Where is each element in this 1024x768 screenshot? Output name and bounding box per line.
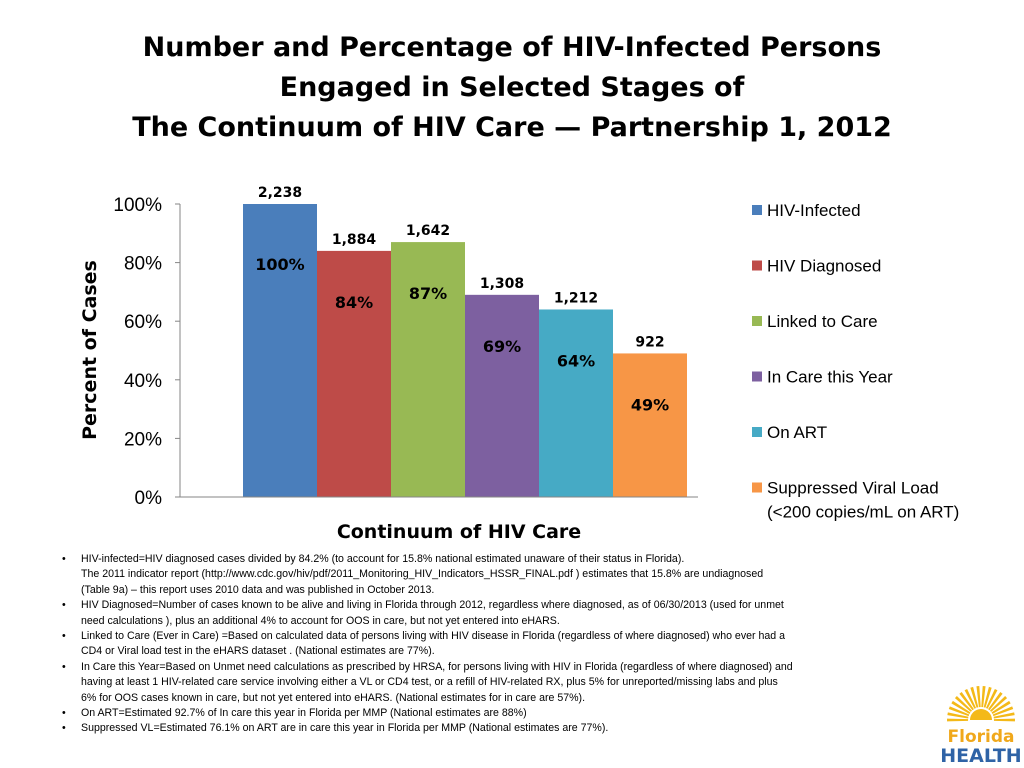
sun-disc [970, 709, 992, 720]
sun-ray [983, 686, 992, 708]
footnote-item: In Care this Year=Based on Unmet need ca… [60, 660, 940, 706]
footnote-line: HIV Diagnosed=Number of cases known to b… [81, 599, 784, 612]
y-tick-label: 80% [124, 254, 162, 275]
footnote-line: need calculations ), plus an additional … [81, 614, 560, 627]
legend-swatch [752, 260, 762, 271]
footnote-item: Linked to Care (Ever in Care) =Based on … [60, 629, 940, 660]
bar-value-label: 69% [483, 337, 521, 356]
x-axis-title: Continuum of HIV Care [337, 521, 581, 543]
page-title: Number and Percentage of HIV-Infected Pe… [0, 28, 1024, 148]
y-axis-title: Percent of Cases [79, 260, 101, 440]
sun-ray [993, 718, 1015, 722]
footnote-line: having at least 1 HIV-related care servi… [81, 676, 778, 689]
bar [391, 242, 465, 497]
sun-ray [989, 696, 1008, 712]
sun-ray [947, 718, 969, 722]
legend-label: Suppressed Viral Load [767, 479, 939, 498]
legend-swatch [752, 371, 762, 382]
bar [539, 309, 613, 497]
sun-ray [947, 712, 969, 719]
y-tick-label: 40% [124, 371, 162, 392]
footnote-line: HIV-infected=HIV diagnosed cases divided… [81, 553, 685, 565]
legend-label: (<200 copies/mL on ART) [767, 503, 959, 522]
legend-swatch [752, 205, 762, 215]
y-tick-label: 20% [124, 429, 162, 450]
footnote-line: The 2011 indicator report (http://www.cd… [81, 568, 764, 581]
bar-count-label: 1,642 [406, 223, 450, 239]
legend-swatch [752, 427, 762, 437]
sun-ray [993, 712, 1015, 719]
footnote-item: On ART=Estimated 92.7% of In care this y… [60, 706, 940, 722]
legend-swatch [752, 316, 762, 326]
sun-ray [959, 692, 974, 711]
legend-label: On ART [767, 423, 827, 442]
sun-ray [970, 686, 979, 708]
title-line-3: The Continuum of HIV Care — Partnership … [132, 112, 892, 143]
bar-value-label: 87% [409, 284, 447, 303]
sun-ray [992, 706, 1014, 717]
title-line-1: Number and Percentage of HIV-Infected Pe… [142, 32, 882, 63]
continuum-bar-chart: 0% 20% 40% 60% 80% 100% 2,238 100% 1,884 84% 1,642… [79, 185, 959, 543]
bar [317, 250, 391, 497]
sun-ray [954, 696, 973, 712]
bar [613, 353, 687, 497]
sun-ray [985, 688, 998, 709]
bar-count-label: 922 [635, 334, 664, 350]
legend-label: In Care this Year [767, 368, 893, 387]
footnote-item: HIV Diagnosed=Number of cases known to b… [60, 598, 940, 629]
sun-ray [988, 692, 1003, 711]
y-tick-label: 100% [113, 195, 162, 216]
sun-ray [976, 686, 981, 708]
legend-label: HIV Diagnosed [767, 257, 881, 276]
sun-ray [981, 686, 986, 708]
y-tick-label: 0% [135, 488, 163, 509]
bar-count-label: 1,884 [332, 232, 377, 248]
sun-ray [964, 688, 977, 709]
footnote-line: (Table 9a) – this report uses 2010 data … [81, 583, 435, 596]
bar-value-label: 49% [631, 395, 669, 414]
sun-ray [991, 700, 1011, 714]
bar-value-label: 84% [335, 293, 373, 312]
footnote-line: Linked to Care (Ever in Care) =Based on … [81, 630, 785, 643]
sun-ray [951, 700, 971, 714]
y-tick-label: 60% [124, 312, 162, 333]
footnote-line: Suppressed VL=Estimated 76.1% on ART are… [81, 722, 609, 735]
footnotes-list: HIV-infected=HIV diagnosed cases divided… [60, 552, 940, 737]
bar-count-label: 1,212 [554, 290, 598, 306]
legend-swatch [752, 482, 762, 493]
footnote-item: Suppressed VL=Estimated 76.1% on ART are… [60, 721, 940, 737]
footnote-line: In Care this Year=Based on Unmet need ca… [81, 660, 793, 673]
florida-health-logo: Florida HEALTH [940, 686, 1022, 767]
title-line-2: Engaged in Selected Stages of [279, 72, 745, 103]
bar-count-label: 1,308 [480, 276, 524, 292]
sun-ray [948, 706, 970, 717]
footnote-item: HIV-infected=HIV diagnosed cases divided… [60, 552, 940, 598]
legend-label: Linked to Care [767, 312, 878, 331]
logo-text-health: HEALTH [940, 745, 1021, 767]
footnote-line: CD4 or Viral load test in the eHARS data… [81, 645, 435, 658]
bar-count-label: 2,238 [258, 185, 302, 201]
logo-text-florida: Florida [948, 727, 1015, 747]
bar [243, 204, 317, 497]
bar [465, 294, 539, 497]
footnote-line: 6% for OOS cases known in care, but not … [81, 691, 586, 704]
bar-value-label: 100% [255, 255, 304, 274]
sun-icon [947, 686, 1015, 722]
bar-value-label: 64% [557, 351, 595, 370]
legend-label: HIV-Infected [767, 201, 861, 220]
footnote-line: On ART=Estimated 92.7% of In care this y… [81, 707, 527, 720]
